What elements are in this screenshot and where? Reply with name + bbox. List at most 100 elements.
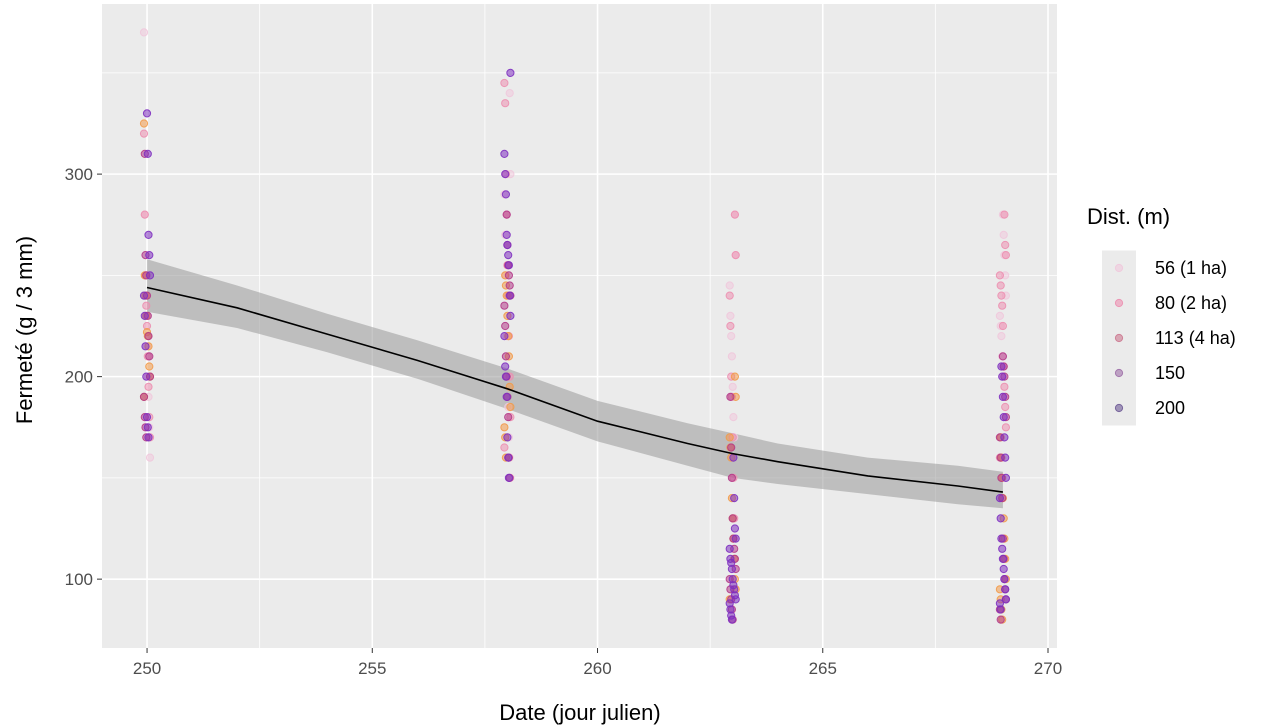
data-point [502, 392, 511, 401]
data-point [725, 544, 734, 553]
legend-entry-label: 56 (1 ha) [1155, 258, 1227, 278]
data-point [143, 149, 152, 158]
data-point [145, 251, 154, 260]
data-point [506, 402, 515, 412]
data-point [145, 453, 155, 462]
x-tick-label: 260 [583, 659, 611, 678]
confidence-band-layer [147, 259, 1003, 509]
data-point [995, 494, 1005, 503]
data-point [727, 473, 737, 482]
data-point [142, 301, 151, 310]
data-point [999, 230, 1008, 239]
data-point [501, 99, 510, 108]
data-point [501, 352, 510, 361]
x-tick-label: 255 [358, 659, 386, 678]
data-point [726, 392, 735, 401]
data-point [501, 372, 510, 381]
data-point [501, 321, 510, 331]
y-tick-label: 100 [65, 570, 93, 589]
data-point [502, 210, 511, 219]
legend-entry-label: 150 [1155, 363, 1185, 383]
data-point [503, 240, 512, 250]
legend-entry-label: 200 [1155, 398, 1185, 418]
data-point [142, 109, 152, 118]
data-point [1001, 423, 1011, 432]
data-point [139, 119, 149, 128]
data-point [1001, 251, 1011, 260]
data-point [143, 423, 152, 432]
data-point [504, 413, 513, 422]
x-tick-label: 265 [809, 659, 837, 678]
data-point [504, 453, 513, 462]
data-point [1001, 595, 1011, 604]
legend-title: Dist. (m) [1087, 204, 1170, 229]
data-point [997, 332, 1006, 341]
legend-key-point [1114, 333, 1124, 343]
x-axis: 250 255 260 265 270 [133, 648, 1062, 678]
y-tick-label: 300 [65, 165, 93, 184]
data-point [500, 423, 509, 432]
data-point [139, 28, 149, 37]
data-point [501, 190, 510, 199]
data-point [999, 413, 1008, 422]
data-point [725, 433, 734, 442]
data-point [144, 230, 153, 239]
data-point [726, 321, 735, 331]
legend-entry-label: 80 (2 ha) [1155, 293, 1227, 313]
data-point [996, 605, 1005, 614]
data-point [500, 332, 509, 341]
data-point [1001, 402, 1010, 412]
data-point [142, 372, 151, 381]
data-point [501, 362, 510, 371]
data-point [729, 453, 738, 462]
confidence-band [147, 259, 1003, 509]
data-point [997, 291, 1006, 300]
trend-line [146, 286, 1004, 493]
legend-keys: 56 (1 ha) 80 (2 ha) 113 (4 ha) 150 200 [1102, 250, 1236, 426]
data-point [731, 595, 740, 604]
data-point [730, 210, 740, 219]
data-point [998, 544, 1007, 553]
data-point [501, 170, 510, 179]
data-point [1001, 585, 1010, 594]
legend-entry-label: 113 (4 ha) [1155, 328, 1236, 348]
y-axis-title: Fermeté (g / 3 mm) [12, 236, 37, 424]
data-point [727, 615, 737, 624]
data-point [1001, 473, 1011, 482]
minor-gridlines [102, 4, 1057, 648]
legend-key-point [1114, 368, 1124, 378]
data-point [144, 382, 153, 391]
data-point [996, 514, 1005, 523]
data-point [502, 230, 511, 239]
data-point [995, 271, 1005, 280]
data-point [506, 311, 515, 320]
data-point [504, 473, 513, 482]
data-point [144, 433, 153, 442]
data-point [505, 89, 514, 98]
data-point [1001, 453, 1010, 462]
data-point [140, 311, 149, 320]
legend: Dist. (m) 56 (1 ha) 80 (2 ha) 113 (4 ha) 15… [1087, 204, 1236, 426]
data-point [727, 332, 736, 341]
data-point [731, 534, 740, 543]
data-point [500, 443, 509, 452]
data-point [500, 78, 509, 88]
legend-key-point [1114, 403, 1124, 413]
data-point [997, 534, 1006, 543]
data-point [145, 271, 155, 280]
data-point [500, 149, 509, 158]
data-point [996, 615, 1005, 624]
x-axis-title: Date (jour julien) [499, 700, 660, 725]
x-tick-label: 250 [133, 659, 161, 678]
data-point [500, 301, 509, 310]
data-point [504, 271, 513, 280]
data-point [727, 564, 737, 574]
data-point [1001, 240, 1010, 250]
data-point [505, 281, 514, 290]
data-point [145, 352, 154, 361]
data-point [730, 372, 740, 381]
data-point [140, 210, 149, 219]
data-point [727, 443, 736, 452]
data-point [999, 564, 1008, 574]
